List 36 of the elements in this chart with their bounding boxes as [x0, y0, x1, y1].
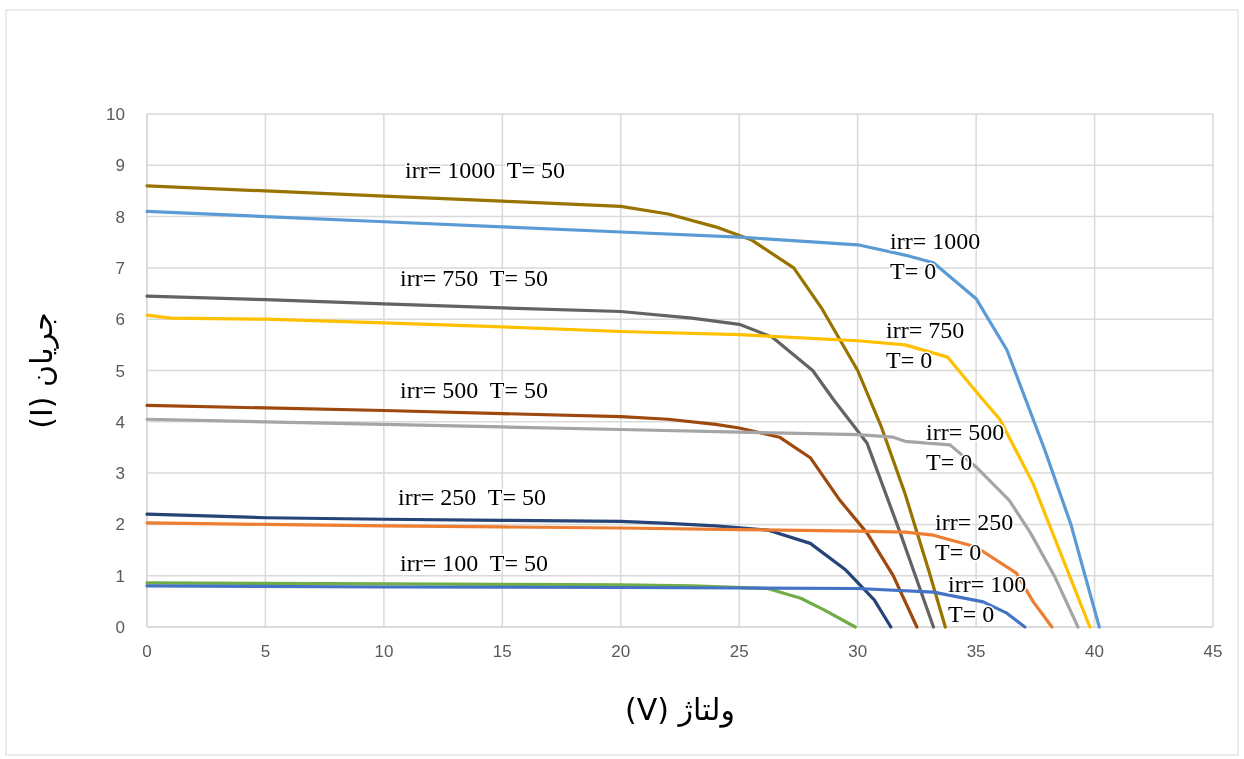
- x-axis-title: ولتاژ (V): [625, 692, 735, 728]
- y-axis-title: جریان (I): [24, 312, 59, 429]
- x-tick-label: 5: [260, 642, 271, 661]
- x-tick-label: 15: [492, 642, 512, 661]
- line-series: [145, 417, 1080, 629]
- y-tick-label: 2: [115, 515, 125, 535]
- line-series: [145, 403, 919, 629]
- y-tick-label: 9: [115, 156, 125, 176]
- line-series: [145, 512, 893, 629]
- y-tick-label: 10: [106, 105, 125, 124]
- annotation: irr= 750 T= 50: [400, 265, 548, 291]
- x-tick-label: 30: [848, 642, 868, 661]
- line-series: [145, 209, 1101, 629]
- annotation: irr= 250 T= 50: [398, 484, 546, 510]
- y-tick-label: 5: [115, 361, 125, 381]
- x-tick-label: 35: [966, 642, 986, 661]
- annotation: irr= 1000 T= 0: [890, 228, 981, 284]
- y-tick-label: 4: [115, 412, 125, 432]
- x-tick-label: 45: [1203, 642, 1223, 661]
- y-tick-label: 7: [115, 258, 125, 278]
- y-tick-label: 6: [115, 310, 125, 330]
- y-tick-label: 1: [115, 566, 125, 586]
- annotation: irr= 750 T= 0: [886, 317, 965, 373]
- line-series: [145, 313, 1092, 629]
- y-tick-label: 8: [115, 207, 125, 227]
- y-tick-label: 0: [115, 618, 125, 637]
- annotation: irr= 100 T= 50: [400, 550, 548, 576]
- annotation: irr= 1000 T= 50: [405, 157, 565, 183]
- y-tick-label: 3: [115, 464, 125, 484]
- x-tick-label: 20: [611, 642, 631, 661]
- x-tick-label: 0: [142, 642, 152, 661]
- x-tick-label: 40: [1085, 642, 1105, 661]
- annotation: irr= 500 T= 50: [400, 377, 548, 403]
- x-tick-label: 10: [374, 642, 394, 661]
- annotation: irr= 500 T= 0: [926, 419, 1005, 475]
- x-tick-label: 25: [729, 642, 749, 661]
